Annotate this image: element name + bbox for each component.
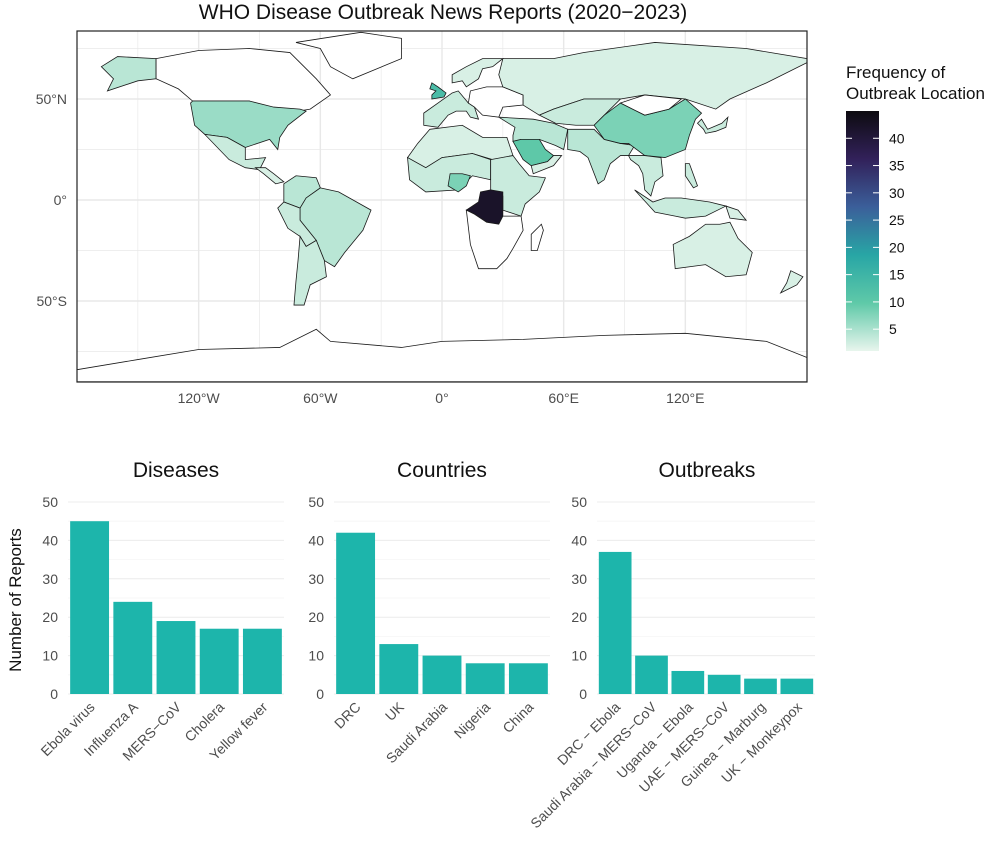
bar xyxy=(242,628,282,694)
country-central-america xyxy=(254,167,285,185)
lon-tick-label: 0° xyxy=(435,390,448,406)
world-map: 50°N 0° 50°S 120°W 60°W 0° 60°E 120°E xyxy=(36,30,808,406)
panel-title-outbreaks: Outbreaks xyxy=(658,459,756,482)
bar xyxy=(707,674,741,694)
country-philippines xyxy=(684,163,698,189)
country-western-europe xyxy=(423,90,480,128)
country-mexico xyxy=(203,133,267,171)
x-tick-label: Nigeria xyxy=(451,699,494,742)
bar xyxy=(113,601,153,694)
land-layer xyxy=(76,31,808,383)
y-tick-label: 20 xyxy=(308,609,324,625)
y-tick-label: 30 xyxy=(42,571,58,587)
legend-title-line2: Outbreak Location xyxy=(846,84,985,103)
bar xyxy=(508,663,548,694)
y-tick-label: 20 xyxy=(42,609,58,625)
y-tick-label: 20 xyxy=(571,609,587,625)
y-tick-label: 40 xyxy=(42,532,58,548)
country-southeast-asia xyxy=(627,155,664,197)
lon-tick-label: 60°W xyxy=(303,390,338,406)
country-australia xyxy=(672,221,753,278)
bar xyxy=(379,644,419,694)
y-tick-label: 50 xyxy=(308,494,324,510)
bar xyxy=(199,628,239,694)
country-yemen-oman xyxy=(530,155,563,175)
y-tick-label: 30 xyxy=(571,571,587,587)
panel-title-countries: Countries xyxy=(397,459,487,482)
y-tick-label: 40 xyxy=(308,532,324,548)
bar xyxy=(336,532,376,694)
bar xyxy=(671,670,705,694)
country-middle-east xyxy=(498,116,569,151)
country-uk xyxy=(429,82,447,100)
country-mongolia xyxy=(619,94,683,116)
lon-tick-label: 60°E xyxy=(548,390,579,406)
lat-tick-label: 50°N xyxy=(36,91,67,107)
bar xyxy=(465,663,505,694)
country-southern-africa xyxy=(465,209,524,270)
bar xyxy=(156,621,196,694)
bar xyxy=(780,678,814,694)
bar xyxy=(422,655,462,694)
country-greenland xyxy=(295,31,402,80)
bar xyxy=(70,521,110,694)
lat-tick-label: 0° xyxy=(54,192,67,208)
country-nigeria xyxy=(447,173,471,193)
y-tick-label: 10 xyxy=(571,648,587,664)
lon-tick-label: 120°W xyxy=(178,390,221,406)
y-tick-label: 40 xyxy=(571,532,587,548)
bar xyxy=(635,655,668,694)
country-png xyxy=(725,205,748,221)
lon-tick-label: 120°E xyxy=(666,390,704,406)
map-border xyxy=(76,30,808,383)
country-scandinavia xyxy=(451,58,504,88)
bar xyxy=(598,551,632,694)
x-tick-label: DRC xyxy=(331,699,364,732)
y-tick-label: 10 xyxy=(42,648,58,664)
lat-tick-label: 50°S xyxy=(36,293,67,309)
country-canada xyxy=(155,48,332,116)
y-tick-label: 50 xyxy=(571,494,587,510)
y-tick-label: 30 xyxy=(308,571,324,587)
country-brazil xyxy=(299,187,372,268)
y-tick-label: 10 xyxy=(308,648,324,664)
y-tick-label: 0 xyxy=(316,686,324,702)
y-tick-label: 50 xyxy=(42,494,58,510)
chart-title: WHO Disease Outbreak News Reports (2020−… xyxy=(198,1,688,24)
country-korea-japan xyxy=(696,115,729,134)
y-tick-label: 0 xyxy=(50,686,58,702)
country-new-zealand xyxy=(779,270,804,294)
x-tick-label: UK xyxy=(382,698,408,724)
country-alaska xyxy=(100,56,157,92)
country-argentina-chile xyxy=(293,235,327,306)
country-madagascar xyxy=(530,223,544,251)
panel-title-diseases: Diseases xyxy=(132,459,220,482)
x-tick-label: China xyxy=(499,699,536,736)
bar xyxy=(744,678,777,694)
legend-title: Frequency of Outbreak Location xyxy=(846,62,985,104)
legend-title-line1: Frequency of xyxy=(846,63,946,82)
y-tick-label: 0 xyxy=(579,686,587,702)
